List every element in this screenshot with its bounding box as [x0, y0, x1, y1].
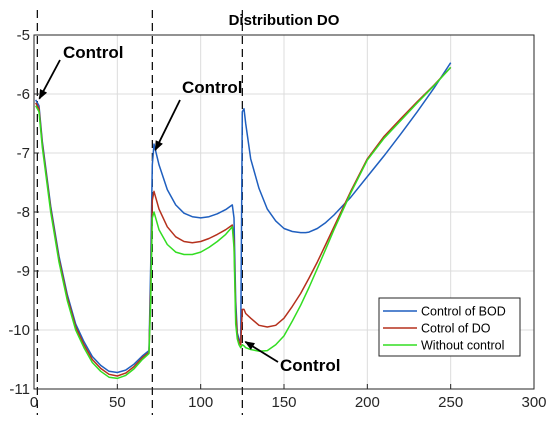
annotation-label: Control	[63, 43, 123, 62]
y-tick-label: -11	[9, 381, 30, 398]
y-tick-label: -7	[17, 145, 30, 162]
series-line-3	[35, 66, 452, 380]
x-tick-label: 200	[355, 394, 380, 411]
annotation-arrow	[244, 341, 279, 363]
annotation-label: Control	[280, 356, 340, 375]
legend-label: Control of BOD	[421, 305, 506, 319]
tick-labels: 0 50 100 150 200 250 300 -5 -6 -7 -8 -9 -10 -11	[8, 27, 546, 411]
series-line-2	[35, 66, 452, 377]
legend-box	[378, 297, 521, 357]
annotation-label: Control	[182, 78, 242, 97]
annotation-arrow	[38, 59, 61, 100]
legend-label: Without control	[421, 339, 504, 353]
y-tick-label: -5	[17, 27, 30, 44]
y-tick-label: -9	[17, 263, 30, 280]
annotation-arrow	[154, 99, 181, 151]
y-tick-label: -6	[17, 86, 30, 103]
y-tick-label: -8	[17, 204, 30, 221]
chart-title: Distribution DO	[229, 12, 340, 29]
x-tick-label: 150	[271, 394, 296, 411]
legend-label: Cotrol of DO	[421, 322, 491, 336]
y-tick-label: -10	[8, 322, 30, 339]
annotations: Control Control Control	[38, 43, 340, 375]
x-tick-label: 250	[438, 394, 463, 411]
x-tick-label: 50	[109, 394, 126, 411]
series-layer	[35, 62, 452, 380]
x-tick-label: 0	[30, 394, 38, 411]
series-line-1	[35, 62, 452, 374]
x-tick-label: 100	[188, 394, 213, 411]
legend: Control of BOD Cotrol of DO Without contro…	[378, 297, 521, 357]
x-tick-label: 300	[521, 394, 546, 411]
